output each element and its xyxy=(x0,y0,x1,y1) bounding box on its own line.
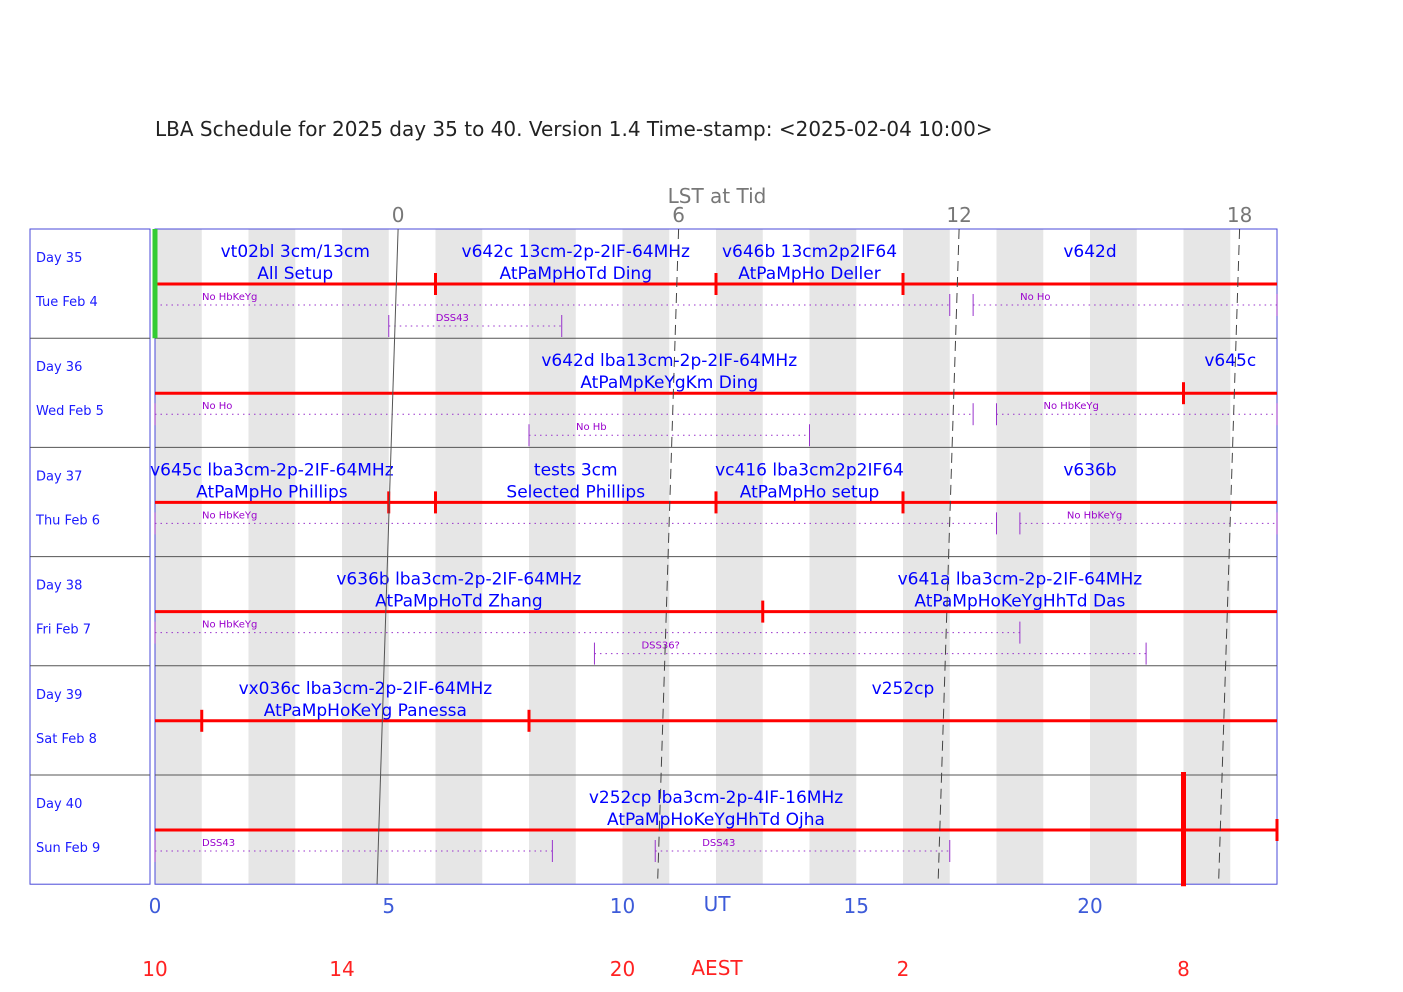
lst-tick-label: 18 xyxy=(1227,203,1252,227)
program-stations: AtPaMpKeYgKm Ding xyxy=(580,373,758,393)
ut-tick-label: 15 xyxy=(844,894,869,918)
day-number-label: Day 35 xyxy=(36,251,82,266)
program-name: tests 3cm xyxy=(534,460,618,480)
aest-tick-label: 8 xyxy=(1177,957,1190,981)
day-date-label: Wed Feb 5 xyxy=(36,404,104,419)
program-name: vx036c lba3cm-2p-2IF-64MHz xyxy=(239,679,493,699)
program-stations: Selected Phillips xyxy=(506,482,645,502)
program-stations: AtPaMpHoTd Zhang xyxy=(375,592,543,612)
station-note-label: DSS43 xyxy=(702,838,735,849)
program-stations: All Setup xyxy=(257,264,333,284)
lst-lines xyxy=(376,228,1241,885)
day-date-label: Sun Feb 9 xyxy=(36,841,100,856)
program-name: vc416 lba3cm2p2IF64 xyxy=(715,460,904,480)
day-number-label: Day 40 xyxy=(36,797,82,812)
station-note-label: No HbKeYg xyxy=(202,292,257,303)
station-note-label: DSS43 xyxy=(202,838,235,849)
lst-line xyxy=(657,228,680,885)
station-note-label: DSS43 xyxy=(436,313,469,324)
day-number-label: Day 37 xyxy=(36,469,82,484)
aest-tick-label: 14 xyxy=(329,957,354,981)
day-date-label: Tue Feb 4 xyxy=(35,295,98,310)
program-name: v252cp xyxy=(872,679,935,699)
ut-axis-label: UT xyxy=(704,892,732,916)
program-stations: AtPaMpHoTd Ding xyxy=(499,264,652,284)
station-note-label: No HbKeYg xyxy=(1044,401,1099,412)
ut-axis: 0 5 10 15 20 xyxy=(149,894,1103,918)
program-name: v645c xyxy=(1204,351,1256,371)
program-name: v642d lba13cm-2p-2IF-64MHz xyxy=(541,351,797,371)
lst-axis-title: LST at Tid xyxy=(668,184,767,208)
lst-line xyxy=(1218,228,1241,885)
program-stations: AtPaMpHoKeYgHhTd Das xyxy=(914,592,1125,612)
aest-axis: 10 14 20 2 8 xyxy=(142,957,1190,981)
program-name: v636b lba3cm-2p-2IF-64MHz xyxy=(336,570,581,590)
aest-tick-label: 10 xyxy=(142,957,167,981)
day-number-label: Day 36 xyxy=(36,360,82,375)
ut-tick-label: 10 xyxy=(610,894,635,918)
program-name: v642c 13cm-2p-2IF-64MHz xyxy=(462,242,690,262)
day-row: Day 37 Thu Feb 6 v645c lba3cm-2p-2IF-64MHz… xyxy=(30,446,1278,535)
lst-tick-label: 6 xyxy=(672,203,685,227)
station-note-label: No Ho xyxy=(1020,292,1050,303)
station-note-label: No HbKeYg xyxy=(1067,510,1122,521)
station-note-label: No Hb xyxy=(576,422,607,433)
lst-line xyxy=(376,228,399,885)
day-row: Day 36 Wed Feb 5 v642d lba13cm-2p-2IF-64MH… xyxy=(30,337,1278,447)
lst-tick-label: 0 xyxy=(392,203,405,227)
aest-tick-label: 2 xyxy=(897,957,910,981)
program-stations: AtPaMpHoKeYgHhTd Ojha xyxy=(607,810,825,830)
program-name: v252cp lba3cm-2p-4IF-16MHz xyxy=(589,788,843,808)
aest-tick-label: 20 xyxy=(610,957,635,981)
ut-tick-label: 0 xyxy=(149,894,162,918)
day-date-label: Fri Feb 7 xyxy=(36,623,91,638)
station-note-label: No HbKeYg xyxy=(202,620,257,631)
program-name: v641a lba3cm-2p-2IF-64MHz xyxy=(898,570,1143,590)
station-note-label: DSS36? xyxy=(641,641,679,652)
day-number-label: Day 38 xyxy=(36,579,82,594)
program-stations: AtPaMpHoKeYg Panessa xyxy=(264,701,467,721)
lst-tick-label: 12 xyxy=(946,203,971,227)
day-row: Day 40 Sun Feb 9 v252cp lba3cm-2p-4IF-16MH… xyxy=(30,774,1279,862)
chart-title: LBA Schedule for 2025 day 35 to 40. Vers… xyxy=(155,117,993,141)
day-date-label: Thu Feb 6 xyxy=(35,513,100,528)
program-name: v642d xyxy=(1063,242,1116,262)
ut-tick-label: 5 xyxy=(382,894,395,918)
program-name: v646b 13cm2p2IF64 xyxy=(722,242,897,262)
day-date-label: Sat Feb 8 xyxy=(36,732,97,747)
program-name: v636b xyxy=(1063,460,1116,480)
program-name: v645c lba3cm-2p-2IF-64MHz xyxy=(150,460,394,480)
day-row: Day 39 Sat Feb 8 vx036c lba3cm-2p-2IF-64MH… xyxy=(30,665,1277,747)
day-row: Day 38 Fri Feb 7 v636b lba3cm-2p-2IF-64MHz… xyxy=(30,556,1277,665)
lst-line xyxy=(937,228,960,885)
program-name: vt02bl 3cm/13cm xyxy=(221,242,370,262)
aest-axis-label: AEST xyxy=(691,956,743,980)
program-stations: AtPaMpHo setup xyxy=(740,482,880,502)
lst-ticks: 0 6 12 18 xyxy=(392,203,1253,227)
program-stations: AtPaMpHo Deller xyxy=(738,264,880,284)
program-stations: AtPaMpHo Phillips xyxy=(196,482,348,502)
station-note-label: No Ho xyxy=(202,401,232,412)
day-number-label: Day 39 xyxy=(36,688,82,703)
station-note-label: No HbKeYg xyxy=(202,510,257,521)
ut-tick-label: 20 xyxy=(1077,894,1102,918)
